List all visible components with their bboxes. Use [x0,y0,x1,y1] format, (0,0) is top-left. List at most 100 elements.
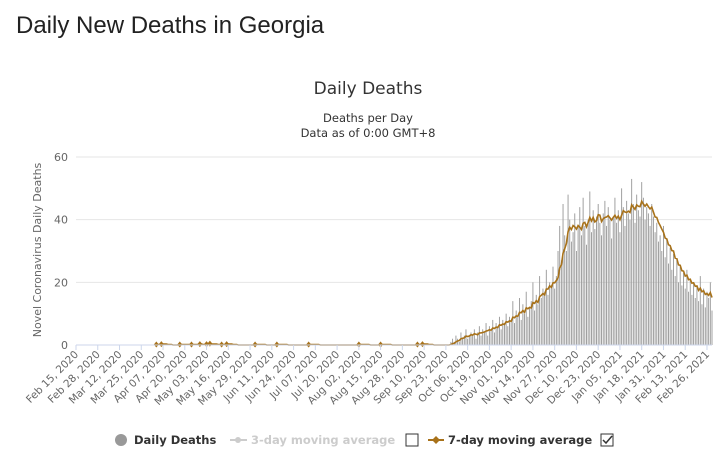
chart-title: Daily Deaths [314,79,423,99]
bar [693,282,695,345]
bar [619,232,621,345]
bar [657,241,659,345]
bar [679,266,681,345]
avg-point [197,341,203,348]
bar [480,335,482,345]
bar [601,235,602,345]
bar [472,335,474,345]
bar [698,301,700,345]
bar [592,210,594,345]
bar [519,298,520,345]
bar [668,263,669,345]
legend-daily-deaths-marker [115,434,127,446]
bar [547,294,549,345]
bar [709,282,711,345]
bar [524,313,526,345]
bar [467,338,469,345]
bar [567,194,569,345]
bar [509,316,510,345]
bar [631,178,633,345]
bar [574,213,576,345]
bar [664,257,666,345]
bar [606,225,608,345]
bar [555,276,557,345]
bar [652,216,654,345]
bar [701,304,703,345]
bar [504,323,505,345]
legend-3day-label: 3-day moving average [251,433,395,447]
bar [487,335,489,345]
bar [560,260,562,345]
bar [642,197,644,345]
bar [706,291,708,345]
legend-3day-marker [235,437,241,443]
bar [575,251,577,345]
legend-item-daily-deaths[interactable]: Daily Deaths [115,433,216,447]
bar [572,232,574,345]
bar [674,276,676,345]
bar [542,288,544,345]
bar [473,329,475,345]
bar [488,326,490,345]
bar [604,200,606,345]
bar [485,323,487,345]
bar [478,326,480,345]
bar [661,251,663,345]
chart-subtitle-line1: Deaths per Day [323,111,413,125]
bar [482,329,484,345]
bar [681,285,683,345]
bar [497,326,499,345]
legend-item-7day-average[interactable]: 7-day moving average [428,433,614,447]
bar [676,260,678,345]
bar [505,313,507,345]
bar [565,251,567,345]
bar [644,219,646,345]
bar [532,282,534,345]
bar [525,291,527,345]
bar [562,204,564,345]
page-title: Daily New Deaths in Georgia [16,12,325,39]
bar [552,266,554,345]
checkmark-icon [602,435,613,445]
avg-point [204,341,210,348]
bar [512,301,514,345]
bar [495,323,497,345]
bar [452,338,454,345]
bar [703,288,705,345]
bar [639,216,641,345]
y-axis-label: Novel Coronavirus Daily Deaths [31,162,44,337]
bar [673,254,674,345]
legend-7day-checkbox[interactable] [600,433,614,447]
bar [498,316,500,345]
bar [647,213,649,345]
bar [627,213,629,345]
bar [569,219,571,345]
bar [527,316,529,345]
bar [500,329,502,345]
bar [520,319,522,345]
bar [651,204,653,345]
bar [580,235,582,345]
bar [626,200,628,345]
bar [463,335,465,345]
y-axis-ticks: 0 20 40 60 [54,151,68,352]
bar [455,335,457,345]
legend-3day-checkbox[interactable] [405,433,419,447]
bar [549,282,551,345]
bar [686,269,688,345]
daily-death-bars [155,178,713,345]
y-tick-label: 0 [61,339,68,352]
bar [586,244,587,345]
bar [502,319,504,345]
bar [483,332,485,345]
bar [579,207,581,345]
legend-item-3day-average[interactable]: 3-day moving average [230,433,419,447]
bar [688,291,690,345]
y-tick-label: 20 [54,276,68,289]
bar [624,225,626,345]
bar [514,323,515,345]
bar [596,216,597,345]
bar [621,188,623,345]
